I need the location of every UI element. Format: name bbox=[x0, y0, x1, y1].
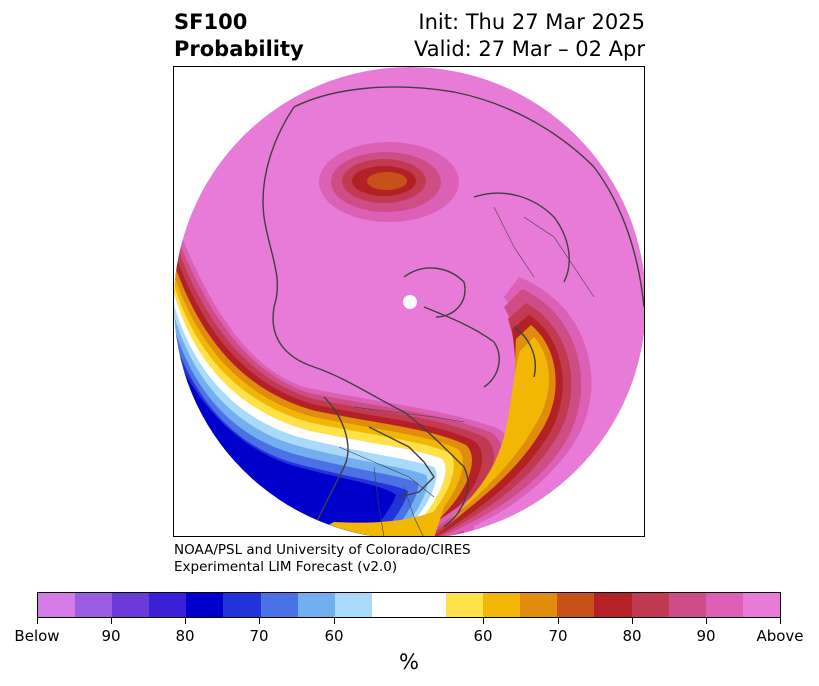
colorbar-segment bbox=[297, 593, 335, 617]
colorbar-segment bbox=[334, 593, 372, 617]
siberia-above-anomaly bbox=[319, 142, 459, 222]
colorbar-tick-label: 60 bbox=[324, 627, 344, 645]
colorbar-tick bbox=[259, 618, 260, 624]
colorbar-unit: % bbox=[399, 650, 419, 674]
colorbar-tick-label: 70 bbox=[548, 627, 568, 645]
colorbar-tick-label: Above bbox=[756, 627, 804, 645]
colorbar-tick bbox=[558, 618, 559, 624]
colorbar-tick bbox=[334, 618, 335, 624]
colorbar-tick bbox=[632, 618, 633, 624]
colorbar bbox=[37, 592, 781, 618]
colorbar-tick bbox=[37, 618, 38, 624]
colorbar-segment bbox=[668, 593, 706, 617]
valid-range: Valid: 27 Mar – 02 Apr bbox=[414, 37, 645, 61]
polar-map bbox=[174, 67, 644, 536]
colorbar-tick-label: 60 bbox=[473, 627, 493, 645]
coastlines bbox=[262, 86, 644, 528]
title-line-2: Probability bbox=[174, 37, 304, 61]
credit-text: NOAA/PSL and University of Colorado/CIRE… bbox=[174, 542, 471, 576]
colorbar-segment bbox=[75, 593, 113, 617]
colorbar-tick bbox=[185, 618, 186, 624]
title-line-1: SF100 bbox=[174, 10, 248, 34]
colorbar-tick-label: 90 bbox=[101, 627, 121, 645]
colorbar-tick-label: 90 bbox=[696, 627, 716, 645]
colorbar-tick-label: 80 bbox=[622, 627, 642, 645]
colorbar-segment bbox=[38, 593, 76, 617]
colorbar-segment bbox=[631, 593, 669, 617]
colorbar-segment bbox=[186, 593, 224, 617]
colorbar-tick-label: Below bbox=[14, 627, 60, 645]
colorbar-segment bbox=[594, 593, 632, 617]
colorbar-segment bbox=[223, 593, 261, 617]
credit-line-1: NOAA/PSL and University of Colorado/CIRE… bbox=[174, 542, 471, 558]
colorbar-tick bbox=[780, 618, 781, 624]
colorbar-segment bbox=[520, 593, 558, 617]
colorbar-tick bbox=[483, 618, 484, 624]
colorbar-segment bbox=[446, 593, 484, 617]
colorbar-segment bbox=[705, 593, 743, 617]
colorbar-segment bbox=[742, 593, 780, 617]
north-pole-marker bbox=[403, 295, 417, 309]
credit-line-2: Experimental LIM Forecast (v2.0) bbox=[174, 559, 398, 575]
colorbar-segment bbox=[260, 593, 298, 617]
colorbar-tick-label: 70 bbox=[249, 627, 269, 645]
colorbar-tick-label: 80 bbox=[175, 627, 195, 645]
colorbar-tick bbox=[706, 618, 707, 624]
init-date: Init: Thu 27 Mar 2025 bbox=[418, 10, 645, 34]
map-title: SF100 Probability bbox=[174, 9, 304, 63]
colorbar-segment bbox=[557, 593, 595, 617]
colorbar-tick bbox=[111, 618, 112, 624]
forecast-dates: Init: Thu 27 Mar 2025 Valid: 27 Mar – 02… bbox=[414, 9, 645, 63]
map-panel bbox=[173, 66, 645, 537]
colorbar-segment bbox=[371, 593, 447, 617]
borders bbox=[338, 206, 595, 536]
colorbar-segment bbox=[149, 593, 187, 617]
colorbar-segment bbox=[112, 593, 150, 617]
colorbar-segment bbox=[483, 593, 521, 617]
